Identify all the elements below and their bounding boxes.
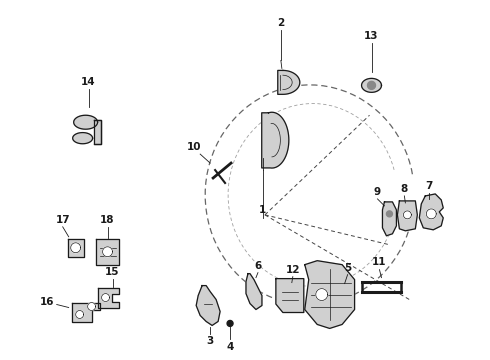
Text: 12: 12 — [286, 265, 300, 275]
Text: 15: 15 — [105, 267, 120, 276]
Polygon shape — [278, 71, 300, 94]
Polygon shape — [426, 209, 436, 219]
Polygon shape — [196, 285, 220, 325]
Text: 3: 3 — [206, 336, 214, 346]
Text: 1: 1 — [259, 205, 267, 215]
Polygon shape — [74, 115, 98, 129]
Text: 17: 17 — [55, 215, 70, 225]
Polygon shape — [96, 239, 120, 265]
Text: 4: 4 — [226, 342, 234, 352]
Text: 9: 9 — [374, 187, 381, 197]
Polygon shape — [316, 289, 328, 301]
Polygon shape — [73, 132, 93, 144]
Polygon shape — [276, 279, 304, 312]
Polygon shape — [98, 288, 120, 307]
Text: 2: 2 — [277, 18, 285, 28]
Polygon shape — [403, 211, 412, 219]
Polygon shape — [362, 78, 382, 92]
Polygon shape — [368, 81, 375, 89]
Polygon shape — [262, 112, 289, 168]
Text: 18: 18 — [100, 215, 115, 225]
Polygon shape — [246, 274, 262, 310]
Polygon shape — [397, 201, 417, 231]
Text: 8: 8 — [401, 184, 408, 194]
Text: 14: 14 — [81, 77, 96, 87]
Text: 6: 6 — [254, 261, 262, 271]
Polygon shape — [419, 194, 443, 230]
Text: 10: 10 — [187, 142, 201, 152]
Polygon shape — [227, 320, 233, 327]
Text: 11: 11 — [372, 257, 387, 267]
Polygon shape — [76, 311, 84, 319]
Text: 16: 16 — [40, 297, 54, 306]
Polygon shape — [71, 243, 81, 253]
Polygon shape — [383, 202, 396, 236]
Polygon shape — [94, 120, 100, 144]
Polygon shape — [387, 211, 392, 217]
Polygon shape — [72, 302, 99, 323]
Polygon shape — [68, 239, 84, 257]
Text: 13: 13 — [364, 31, 379, 41]
Text: 5: 5 — [344, 263, 351, 273]
Polygon shape — [305, 261, 355, 328]
Polygon shape — [102, 247, 113, 257]
Polygon shape — [101, 293, 110, 302]
Polygon shape — [88, 302, 96, 310]
Text: 7: 7 — [426, 181, 433, 191]
